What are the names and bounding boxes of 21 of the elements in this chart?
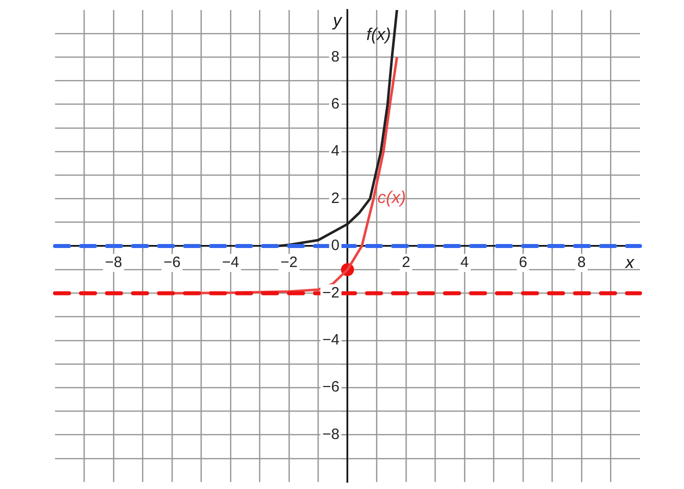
y-tick-label: 6 [331, 96, 340, 113]
y-tick-label: −8 [322, 426, 340, 443]
x-tick-label: 8 [577, 254, 586, 272]
y-tick-label: 8 [331, 48, 340, 66]
y-tick-label: 2 [331, 190, 340, 207]
series-label: c(x) [378, 188, 406, 207]
x-tick-label: −2 [280, 254, 298, 272]
x-tick-label: 2 [402, 254, 410, 272]
y-tick-label: −4 [322, 332, 340, 349]
y-axis-title: y [332, 11, 343, 30]
y-tick-label: 0 [331, 237, 340, 254]
x-tick-label: −6 [163, 254, 181, 272]
x-tick-label: −4 [222, 254, 240, 272]
y-tick-label: 4 [331, 142, 340, 160]
x-axis-title: x [624, 253, 634, 272]
y-tick-label: −6 [322, 378, 340, 396]
x-tick-label: 6 [518, 254, 528, 272]
x-tick-label: 4 [460, 254, 469, 272]
x-tick-label: −8 [104, 254, 122, 272]
series-label: f(x) [366, 25, 391, 44]
y-tick-label: −2 [322, 284, 340, 302]
